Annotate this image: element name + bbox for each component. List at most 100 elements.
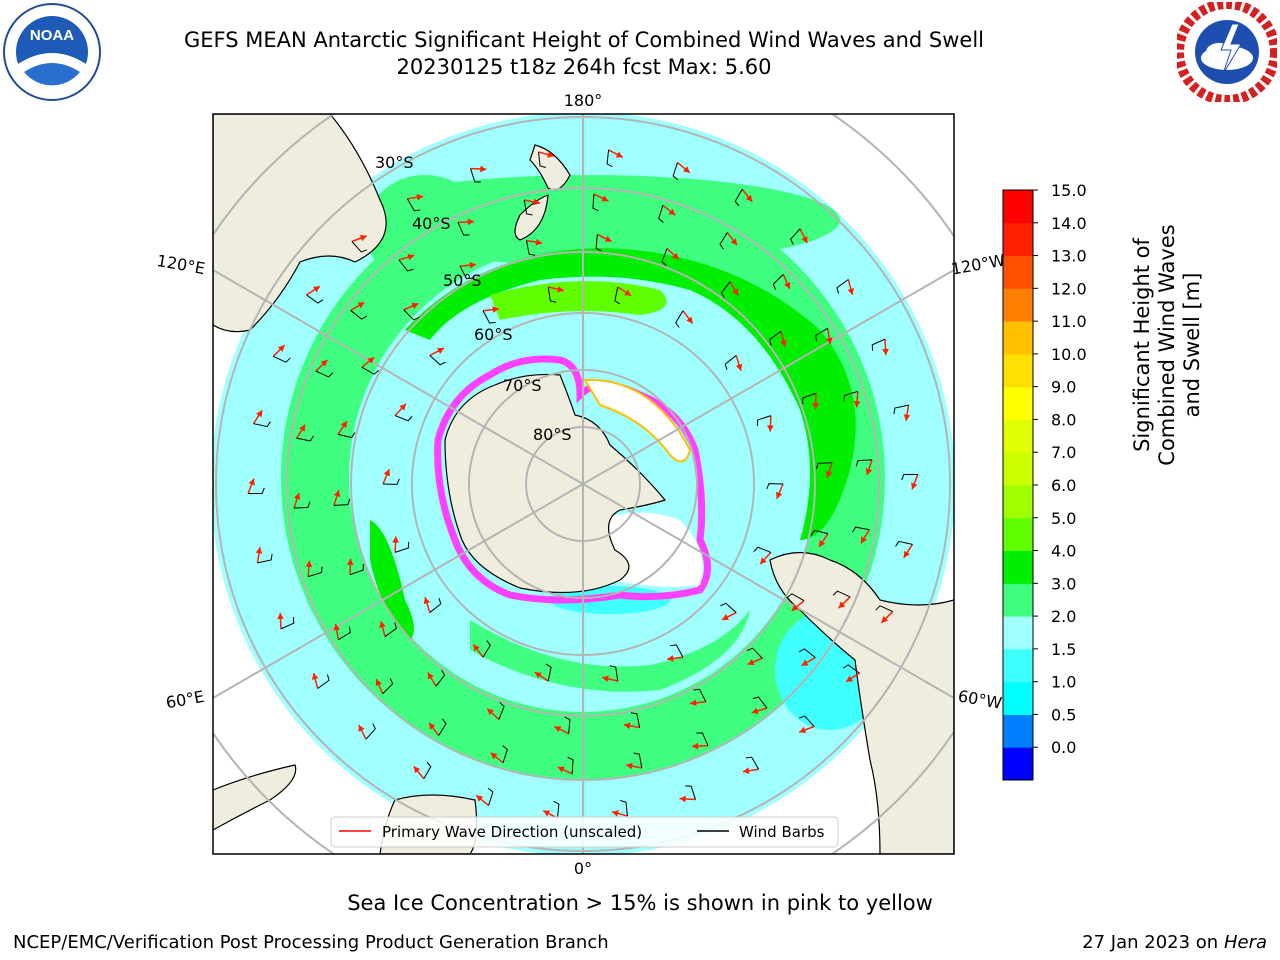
wind-barb: [855, 459, 873, 467]
wind-barb: [315, 370, 334, 378]
wave-arrow-head: [392, 536, 399, 543]
colorbar-tick-label: 12.0: [1051, 279, 1087, 298]
wind-barb: [382, 678, 394, 695]
lon-label-120w: 120°W: [950, 250, 1007, 278]
wave-arrow-head: [427, 672, 434, 680]
wind-barb: [595, 234, 602, 252]
lat-label-40s: 40°S: [412, 214, 451, 233]
wind-barb: [296, 435, 314, 442]
wave-arrow-head: [312, 286, 320, 293]
wave-arrow-head: [747, 658, 755, 666]
wind-barb: [253, 421, 271, 428]
wave-arrow-head: [469, 261, 476, 269]
colorbar-tick-label: 15.0: [1051, 181, 1087, 200]
wind-barb: [592, 194, 599, 212]
wind-barb: [273, 356, 291, 363]
wind-barb: [875, 605, 893, 612]
wind-barb: [756, 415, 772, 427]
wind-barb: [361, 366, 380, 375]
colorbar-tick-label: 10.0: [1051, 345, 1087, 364]
wave-arrow-head: [340, 421, 348, 429]
colorbar-tick-label: 11.0: [1051, 312, 1087, 331]
colorbar-tick-label: 4.0: [1051, 542, 1076, 561]
wind-barb: [429, 355, 446, 366]
wave-arrow-head: [277, 345, 285, 352]
colorbar-segment: [1003, 353, 1033, 388]
svg-text:NOAA: NOAA: [30, 27, 74, 44]
lon-label-120e: 120°E: [155, 251, 206, 278]
wave-arrow-head: [604, 235, 612, 242]
wave-arrow-head: [668, 208, 676, 216]
wave-arrow-head: [305, 560, 313, 568]
wave-arrow-head: [730, 238, 737, 246]
wind-barb: [670, 644, 684, 658]
wind-barb: [734, 189, 743, 207]
wave-arrow-head: [721, 614, 729, 621]
wave-arrow-head: [692, 742, 699, 750]
wave-arrow-head: [672, 252, 679, 260]
wind-barb: [547, 286, 557, 303]
wave-arrow-head: [407, 253, 415, 261]
colorbar-segment: [1003, 255, 1033, 289]
sea-ice: [434, 355, 711, 604]
wind-barb: [620, 800, 628, 817]
wind-barb: [798, 715, 815, 727]
wind-barb: [675, 310, 684, 328]
lat-label-30s: 30°S: [375, 153, 414, 172]
wave-arrow-head: [375, 679, 382, 686]
wind-barb: [365, 723, 376, 740]
wave-arrow-head: [745, 194, 753, 202]
wave-arrow-head: [602, 675, 609, 683]
wave-arrow-head: [801, 659, 809, 666]
wave-arrow-head: [557, 285, 564, 293]
wind-barb: [429, 597, 442, 613]
wind-barb: [498, 701, 505, 720]
wave-arrow-head: [333, 623, 340, 631]
wind-barb: [306, 294, 324, 304]
wind-barb: [614, 286, 621, 305]
wave-arrow-head: [320, 359, 328, 367]
wind-barb: [901, 474, 918, 481]
wind-barb: [606, 149, 613, 168]
wind-barb: [394, 541, 410, 553]
wind-barb: [470, 168, 481, 183]
wind-barb: [248, 487, 265, 494]
wave-arrow-head: [735, 363, 743, 371]
wind-barb: [545, 663, 552, 682]
wave-arrow-head: [911, 482, 918, 490]
map-legend: Primary Wave Direction (unscaled) Wind B…: [330, 816, 839, 848]
lat-label-70s: 70°S: [503, 376, 542, 395]
colorbar-segment: [1003, 321, 1033, 355]
wave-arrow-head: [860, 536, 867, 544]
wind-barb: [766, 483, 784, 490]
wave-arrow-head: [299, 424, 306, 432]
wave-arrow-head: [416, 193, 424, 201]
wind-barb: [338, 626, 351, 641]
wave-arrow-head: [293, 492, 301, 500]
wind-barb: [661, 248, 668, 267]
footer-machine: Hera: [1223, 932, 1267, 953]
wave-arrow-head: [776, 491, 783, 499]
nws-logo: [1177, 2, 1277, 102]
lon-label-60e: 60°E: [164, 687, 205, 712]
wind-barb: [609, 665, 619, 682]
wave-arrow-head: [826, 337, 833, 345]
colorbar-tick-label: 13.0: [1051, 247, 1087, 266]
wind-barb: [333, 498, 351, 506]
wave-arrow-head: [256, 410, 263, 418]
wind-barb: [308, 566, 323, 578]
wind-barb: [893, 404, 909, 414]
wind-barb: [406, 198, 421, 212]
wave-arrow-head: [784, 282, 791, 289]
wind-barb: [772, 273, 784, 290]
chart-title: GEFS MEAN Antarctic Significant Height o…: [183, 28, 985, 52]
wave-arrow-head: [379, 621, 386, 628]
wave-arrow-head: [799, 726, 807, 734]
wave-arrow-head: [667, 655, 674, 662]
wind-barb: [746, 647, 763, 659]
wave-arrow-head: [812, 403, 820, 410]
colorbar-segment: [1003, 485, 1033, 519]
wind-barb: [842, 664, 860, 674]
wave-arrow-head: [487, 708, 494, 716]
wave-arrow-head: [383, 469, 390, 477]
